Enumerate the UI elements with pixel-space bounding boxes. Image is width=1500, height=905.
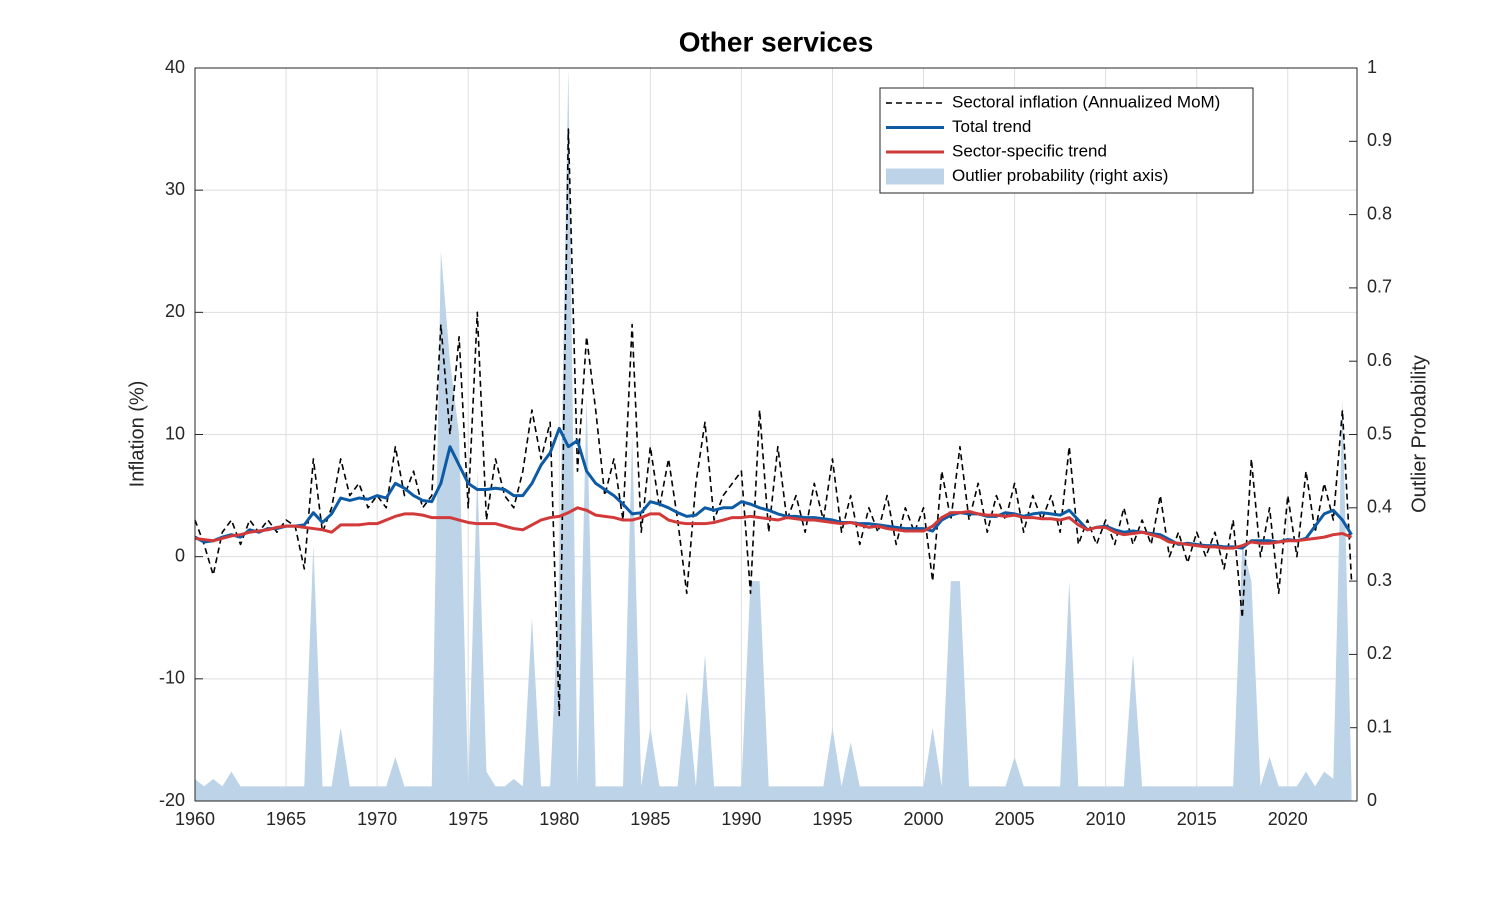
y2-tick-label: 0.2 <box>1367 643 1392 663</box>
y-tick-label: 10 <box>165 423 185 443</box>
chart-title: Other services <box>679 26 874 57</box>
x-tick-label: 2005 <box>995 809 1035 829</box>
y-tick-label: -20 <box>159 790 185 810</box>
y-tick-label: 20 <box>165 301 185 321</box>
y2-tick-label: 0.4 <box>1367 497 1392 517</box>
x-tick-label: 1970 <box>357 809 397 829</box>
x-tick-label: 1965 <box>266 809 306 829</box>
y2-tick-label: 0.9 <box>1367 130 1392 150</box>
y-tick-label: 30 <box>165 179 185 199</box>
y2-tick-label: 0.8 <box>1367 203 1392 223</box>
x-tick-label: 2010 <box>1086 809 1126 829</box>
x-tick-label: 2000 <box>904 809 944 829</box>
y2-tick-label: 0.1 <box>1367 716 1392 736</box>
y2-tick-label: 0.5 <box>1367 423 1392 443</box>
x-tick-label: 1960 <box>175 809 215 829</box>
legend-swatch <box>886 168 944 185</box>
x-tick-label: 1990 <box>721 809 761 829</box>
x-tick-label: 1975 <box>448 809 488 829</box>
x-tick-label: 1980 <box>539 809 579 829</box>
x-tick-label: 2015 <box>1177 809 1217 829</box>
y2-tick-label: 1 <box>1367 57 1377 77</box>
y-tick-label: -10 <box>159 668 185 688</box>
series-line <box>194 426 1353 550</box>
y-axis-label: Inflation (%) <box>126 381 148 488</box>
outlier-area <box>195 68 1352 801</box>
axes-box <box>194 67 1358 802</box>
series-line <box>194 506 1353 550</box>
y2-tick-label: 0 <box>1367 790 1377 810</box>
y2-tick-label: 0.7 <box>1367 277 1392 297</box>
y2-tick-label: 0.3 <box>1367 570 1392 590</box>
y2-axis-label: Outlier Probability <box>1408 355 1430 513</box>
legend-label: Sector-specific trend <box>952 141 1107 160</box>
y-tick-label: 0 <box>175 545 185 565</box>
x-tick-label: 1985 <box>630 809 670 829</box>
y-tick-label: 40 <box>165 57 185 77</box>
legend-label: Outlier probability (right axis) <box>952 166 1168 185</box>
legend-label: Total trend <box>952 117 1031 136</box>
x-tick-label: 2020 <box>1268 809 1308 829</box>
legend-label: Sectoral inflation (Annualized MoM) <box>952 92 1220 111</box>
y2-tick-label: 0.6 <box>1367 350 1392 370</box>
x-tick-label: 1995 <box>812 809 852 829</box>
